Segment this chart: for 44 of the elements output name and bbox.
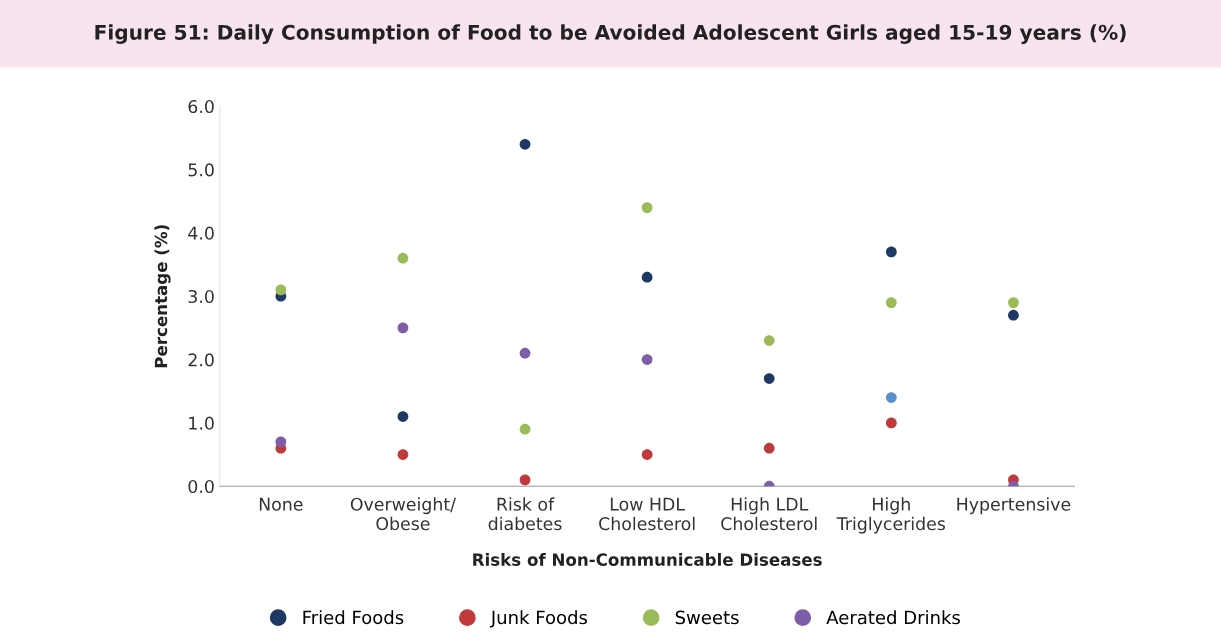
x-tick-label: None — [259, 497, 303, 511]
point — [397, 411, 409, 422]
point — [763, 373, 775, 384]
point — [519, 138, 531, 150]
point — [641, 354, 653, 365]
x-tick-label: High LDL Cholesterol — [721, 497, 817, 531]
point — [397, 449, 409, 460]
point — [885, 392, 897, 403]
chart-title: Figure 51: Daily Consumption of Food to be Avoided Adolescent Girls aged 15-19 years (%) — [95, 24, 1126, 44]
y-tick-label: 2.0 — [188, 353, 214, 367]
point — [275, 436, 287, 448]
point — [641, 271, 653, 283]
y-tick-label: 6.0 — [188, 99, 214, 114]
point — [885, 246, 897, 258]
legend-label: Aerated Drinks — [826, 610, 960, 625]
point — [519, 347, 531, 359]
x-tick-label: Overweight/ Obese — [350, 497, 456, 531]
y-tick-label: 4.0 — [188, 226, 214, 240]
point — [885, 417, 897, 429]
point — [885, 297, 897, 308]
legend-label: Sweets — [675, 610, 739, 625]
y-tick-label: 1.0 — [189, 416, 214, 430]
x-tick-label: High Triglycerides — [836, 497, 946, 534]
point — [1008, 297, 1019, 308]
point — [763, 335, 775, 346]
x-tick-label: Risk of diabetes — [488, 497, 562, 531]
legend-label: Fried Foods — [303, 610, 404, 625]
point — [519, 474, 531, 486]
point — [1008, 309, 1019, 321]
point — [519, 423, 531, 435]
y-axis-title: Percentage (%) — [154, 225, 171, 368]
y-tick-label: 3.0 — [188, 289, 214, 304]
point — [641, 202, 653, 213]
y-tick-label: 5.0 — [188, 163, 214, 177]
x-axis-title: Risks of Non-Communicable Diseases — [473, 553, 822, 566]
point — [275, 284, 287, 296]
x-tick-label: Hypertensive — [957, 497, 1071, 515]
point — [763, 442, 775, 454]
point — [397, 252, 409, 264]
point — [397, 322, 409, 334]
x-tick-label: Low HDL Cholesterol — [599, 497, 695, 531]
legend-label: Junk Foods — [489, 610, 588, 628]
point — [641, 449, 653, 460]
y-tick-label: 0.0 — [188, 479, 214, 494]
